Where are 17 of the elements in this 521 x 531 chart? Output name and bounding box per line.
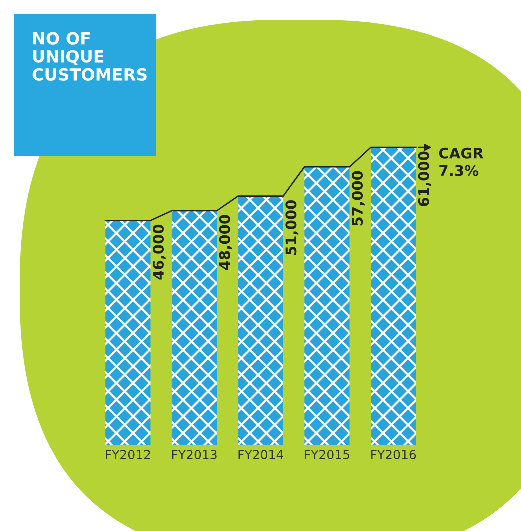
bar — [106, 220, 151, 445]
bar — [172, 210, 218, 445]
bar — [371, 148, 416, 445]
data-label: 57,000 — [352, 171, 365, 226]
bar — [238, 196, 284, 445]
x-tick-label: FY2014 — [238, 450, 284, 460]
data-label: 48,000 — [219, 215, 232, 270]
text: CAGR 7.3% — [439, 148, 484, 176]
x-tick-label: FY2015 — [305, 450, 350, 460]
x-tick-label: FY2016 — [371, 450, 416, 460]
data-label: 46,000 — [152, 224, 166, 280]
bar — [304, 167, 350, 445]
data-label: 61,000 — [418, 152, 432, 206]
data-label: 51,000 — [286, 200, 299, 255]
chart-title: NO OF UNIQUE CUSTOMERS — [32, 32, 147, 81]
x-tick-label: FY2013 — [172, 450, 217, 460]
x-tick-label: FY2012 — [106, 450, 150, 460]
